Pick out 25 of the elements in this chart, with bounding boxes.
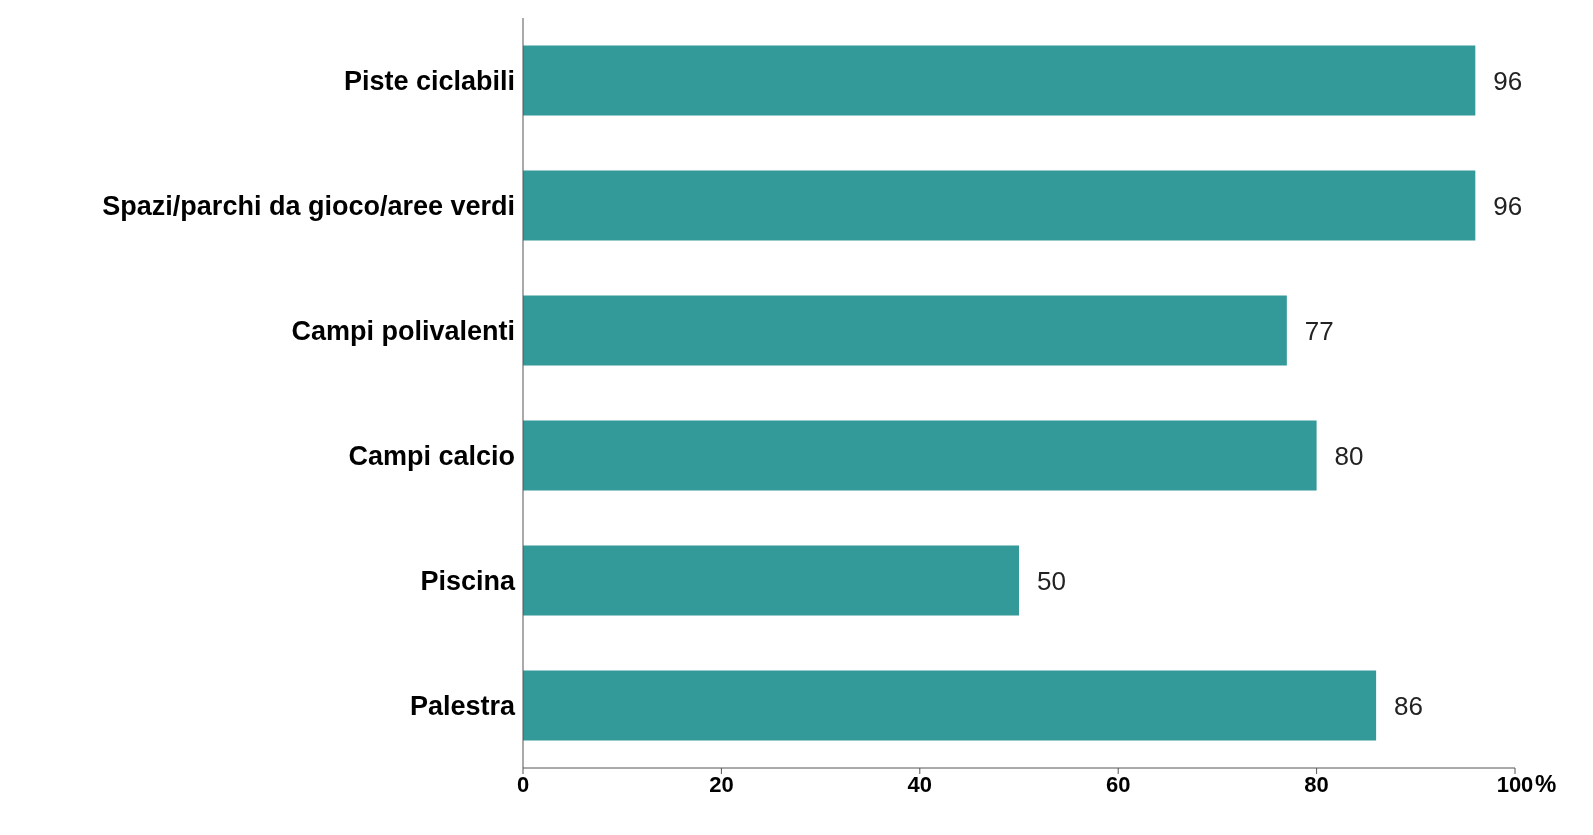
data-label: 86 <box>1394 690 1424 721</box>
y-tick-label: Palestra <box>409 691 516 722</box>
x-tick-label: 80 <box>1304 771 1329 797</box>
y-tick-label: Spazi/parchi da gioco/aree verdi <box>102 191 515 222</box>
y-tick-label: Piste ciclabili <box>343 66 515 97</box>
data-label: 77 <box>1304 315 1334 346</box>
x-tick-label: 0 <box>516 771 530 797</box>
x-tick-label: 100 <box>1496 771 1534 797</box>
data-label: 96 <box>1493 65 1523 96</box>
bar <box>523 295 1287 366</box>
bar <box>523 170 1476 241</box>
bar <box>523 670 1377 741</box>
y-tick-label: Piscina <box>420 566 516 597</box>
x-tick-label: 60 <box>1105 771 1131 797</box>
data-label: 50 <box>1037 565 1066 596</box>
data-label: 80 <box>1334 440 1364 471</box>
x-tick-label: 40 <box>907 771 933 797</box>
x-tick-label: 20 <box>709 771 734 797</box>
bar <box>523 420 1317 491</box>
y-tick-label: Campi polivalenti <box>291 316 515 347</box>
bar <box>523 545 1019 616</box>
data-label: 96 <box>1493 190 1523 221</box>
x-axis-title: % <box>1535 769 1557 797</box>
bar <box>523 45 1476 116</box>
y-tick-label: Campi calcio <box>348 441 515 472</box>
